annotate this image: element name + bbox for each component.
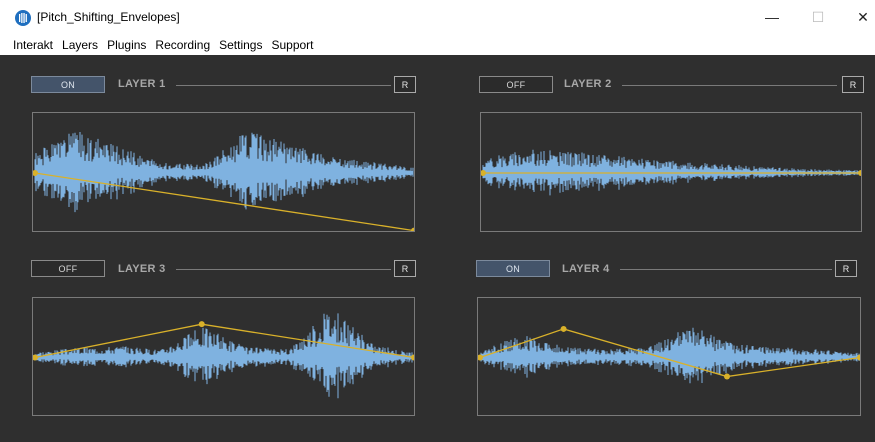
main-panel: ON LAYER 1 R OFF LAYER 2 R OFF LAYER 3 R… (0, 55, 875, 442)
maximize-button[interactable]: ☐ (811, 8, 825, 25)
layer-2-reset-button[interactable]: R (842, 76, 864, 93)
envelope-node[interactable] (411, 227, 415, 232)
app-logo-icon (15, 10, 31, 26)
window-title: [Pitch_Shifting_Envelopes] (37, 10, 180, 24)
layer-1-reset-button[interactable]: R (394, 76, 416, 93)
minimize-button[interactable]: — (765, 9, 779, 25)
envelope-node[interactable] (724, 373, 730, 380)
layer-1-title: LAYER 1 (118, 78, 166, 90)
waveform-trace (479, 327, 860, 384)
layer-4-title: LAYER 4 (562, 263, 610, 275)
menu-support[interactable]: Support (271, 37, 314, 52)
layer-3-title: LAYER 3 (118, 263, 166, 275)
layer-4-waveform-canvas (478, 325, 861, 384)
envelope-node[interactable] (481, 170, 486, 176)
envelope-line (34, 172, 414, 231)
layer-3-waveform[interactable] (32, 297, 415, 416)
layer-2-divider (622, 85, 837, 86)
envelope-node[interactable] (198, 321, 205, 328)
envelope-node[interactable] (857, 354, 861, 361)
menu-bar: Interakt Layers Plugins Recording Settin… (0, 34, 875, 55)
envelope-node[interactable] (33, 354, 38, 361)
layer-4-reset-button[interactable]: R (835, 260, 857, 277)
waveform-trace (34, 313, 414, 399)
menu-layers[interactable]: Layers (62, 37, 99, 52)
layer-2-toggle[interactable]: OFF (479, 76, 553, 93)
menu-interakt[interactable]: Interakt (13, 37, 54, 52)
layer-1-waveform[interactable] (32, 112, 415, 232)
envelope-node[interactable] (478, 354, 483, 361)
menu-plugins[interactable]: Plugins (107, 37, 147, 52)
envelope-line (479, 328, 860, 378)
layer-3-toggle[interactable]: OFF (31, 260, 105, 277)
title-bar: [Pitch_Shifting_Envelopes] — ☐ ✕ (0, 0, 875, 34)
layer-4-divider (620, 269, 832, 270)
layer-2-waveform-canvas (481, 149, 862, 196)
layer-4-waveform[interactable] (477, 297, 861, 416)
layer-1-toggle[interactable]: ON (31, 76, 105, 93)
layer-1-waveform-canvas (33, 132, 415, 232)
menu-settings[interactable]: Settings (219, 37, 263, 52)
layer-4-toggle[interactable]: ON (476, 260, 550, 277)
layer-3-reset-button[interactable]: R (394, 260, 416, 277)
layer-2-waveform[interactable] (480, 112, 862, 232)
waveform-trace (34, 132, 414, 213)
layer-1-divider (176, 85, 391, 86)
envelope-node[interactable] (560, 325, 567, 332)
layer-2-title: LAYER 2 (564, 78, 612, 90)
envelope-node[interactable] (411, 354, 415, 361)
layer-3-divider (176, 269, 391, 270)
envelope-node[interactable] (33, 170, 38, 176)
menu-recording[interactable]: Recording (155, 37, 211, 52)
layer-3-waveform-canvas (33, 313, 415, 399)
close-button[interactable]: ✕ (857, 8, 869, 25)
envelope-node[interactable] (858, 170, 862, 176)
